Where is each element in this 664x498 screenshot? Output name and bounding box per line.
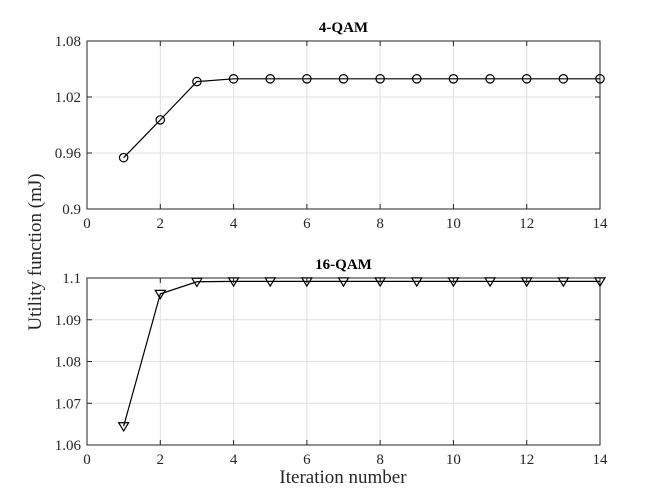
chart-title-16qam: 16-QAM: [315, 257, 372, 273]
y-tick-label-3: 1.09: [55, 313, 81, 329]
data-point-8: [374, 277, 387, 288]
data-point-10: [447, 277, 460, 288]
x-tick-label-5: 10: [446, 216, 461, 232]
y-tick-label-0: 0.9: [62, 202, 81, 218]
x-tick-label-1: 2: [157, 216, 165, 232]
data-point-6: [302, 74, 312, 84]
series-line-4qam: [123, 78, 600, 159]
x-axis-label: Iteration number: [279, 467, 407, 488]
data-point-12: [521, 74, 532, 84]
data-point-2: [154, 289, 167, 300]
data-point-6: [300, 277, 313, 288]
x-tick-label-4: 8: [376, 452, 384, 468]
data-point-7: [337, 277, 350, 288]
data-point-5: [264, 277, 277, 288]
y-tick-label-1: 0.96: [55, 146, 82, 162]
data-point-11: [484, 277, 497, 288]
y-tick-label-4: 1.1: [62, 271, 81, 287]
data-point-11: [485, 74, 495, 84]
x-tick-label-3: 6: [303, 216, 311, 232]
data-point-10: [448, 74, 459, 84]
data-point-4: [228, 74, 239, 84]
subplot-16qam: 0 2 4 6 8 10 12 14 1.06 1.07 1.08 1.09 1.1 16-QAM: [55, 257, 608, 468]
x-tick-label-2: 4: [230, 452, 238, 468]
x-tick-label-7: 14: [593, 452, 609, 468]
data-point-13: [558, 74, 569, 84]
data-point-14: [595, 74, 605, 84]
x-tick-label-2: 4: [230, 216, 238, 232]
data-point-1: [118, 152, 129, 163]
data-point-12: [520, 277, 533, 288]
y-tick-label-2: 1.02: [55, 90, 81, 106]
y-tick-label-0: 1.06: [55, 438, 82, 454]
x-tick-label-0: 0: [83, 216, 91, 232]
data-point-4: [227, 277, 240, 288]
data-point-7: [338, 74, 349, 84]
subplot-4qam: 0 2 4 6 8 10 12 14 0.9 0.96 1.02 1.08 4-QAM: [55, 20, 608, 232]
data-point-5: [265, 74, 276, 84]
y-tick-label-3: 1.08: [55, 34, 81, 50]
data-point-3: [190, 277, 203, 288]
x-tick-label-3: 6: [303, 452, 311, 468]
x-tick-label-7: 14: [593, 216, 609, 232]
data-point-9: [410, 277, 423, 288]
y-tick-label-1: 1.07: [55, 396, 82, 412]
x-tick-label-4: 8: [376, 216, 384, 232]
y-axis-label: Utility function (mJ): [25, 173, 46, 330]
x-tick-label-0: 0: [83, 452, 91, 468]
data-point-1: [117, 422, 130, 433]
series-line-16qam: [123, 280, 600, 427]
data-point-3: [192, 76, 202, 87]
x-tick-label-5: 10: [446, 452, 461, 468]
data-point-2: [155, 115, 166, 125]
y-tick-label-2: 1.08: [55, 355, 81, 371]
plot-frame: [86, 40, 601, 210]
x-tick-label-6: 12: [519, 452, 534, 468]
x-tick-label-6: 12: [519, 216, 534, 232]
x-tick-label-1: 2: [157, 452, 165, 468]
chart-title-4qam: 4-QAM: [319, 20, 368, 36]
data-point-8: [375, 74, 385, 84]
data-point-14: [593, 277, 607, 288]
data-point-13: [557, 277, 570, 288]
data-point-9: [411, 74, 422, 84]
